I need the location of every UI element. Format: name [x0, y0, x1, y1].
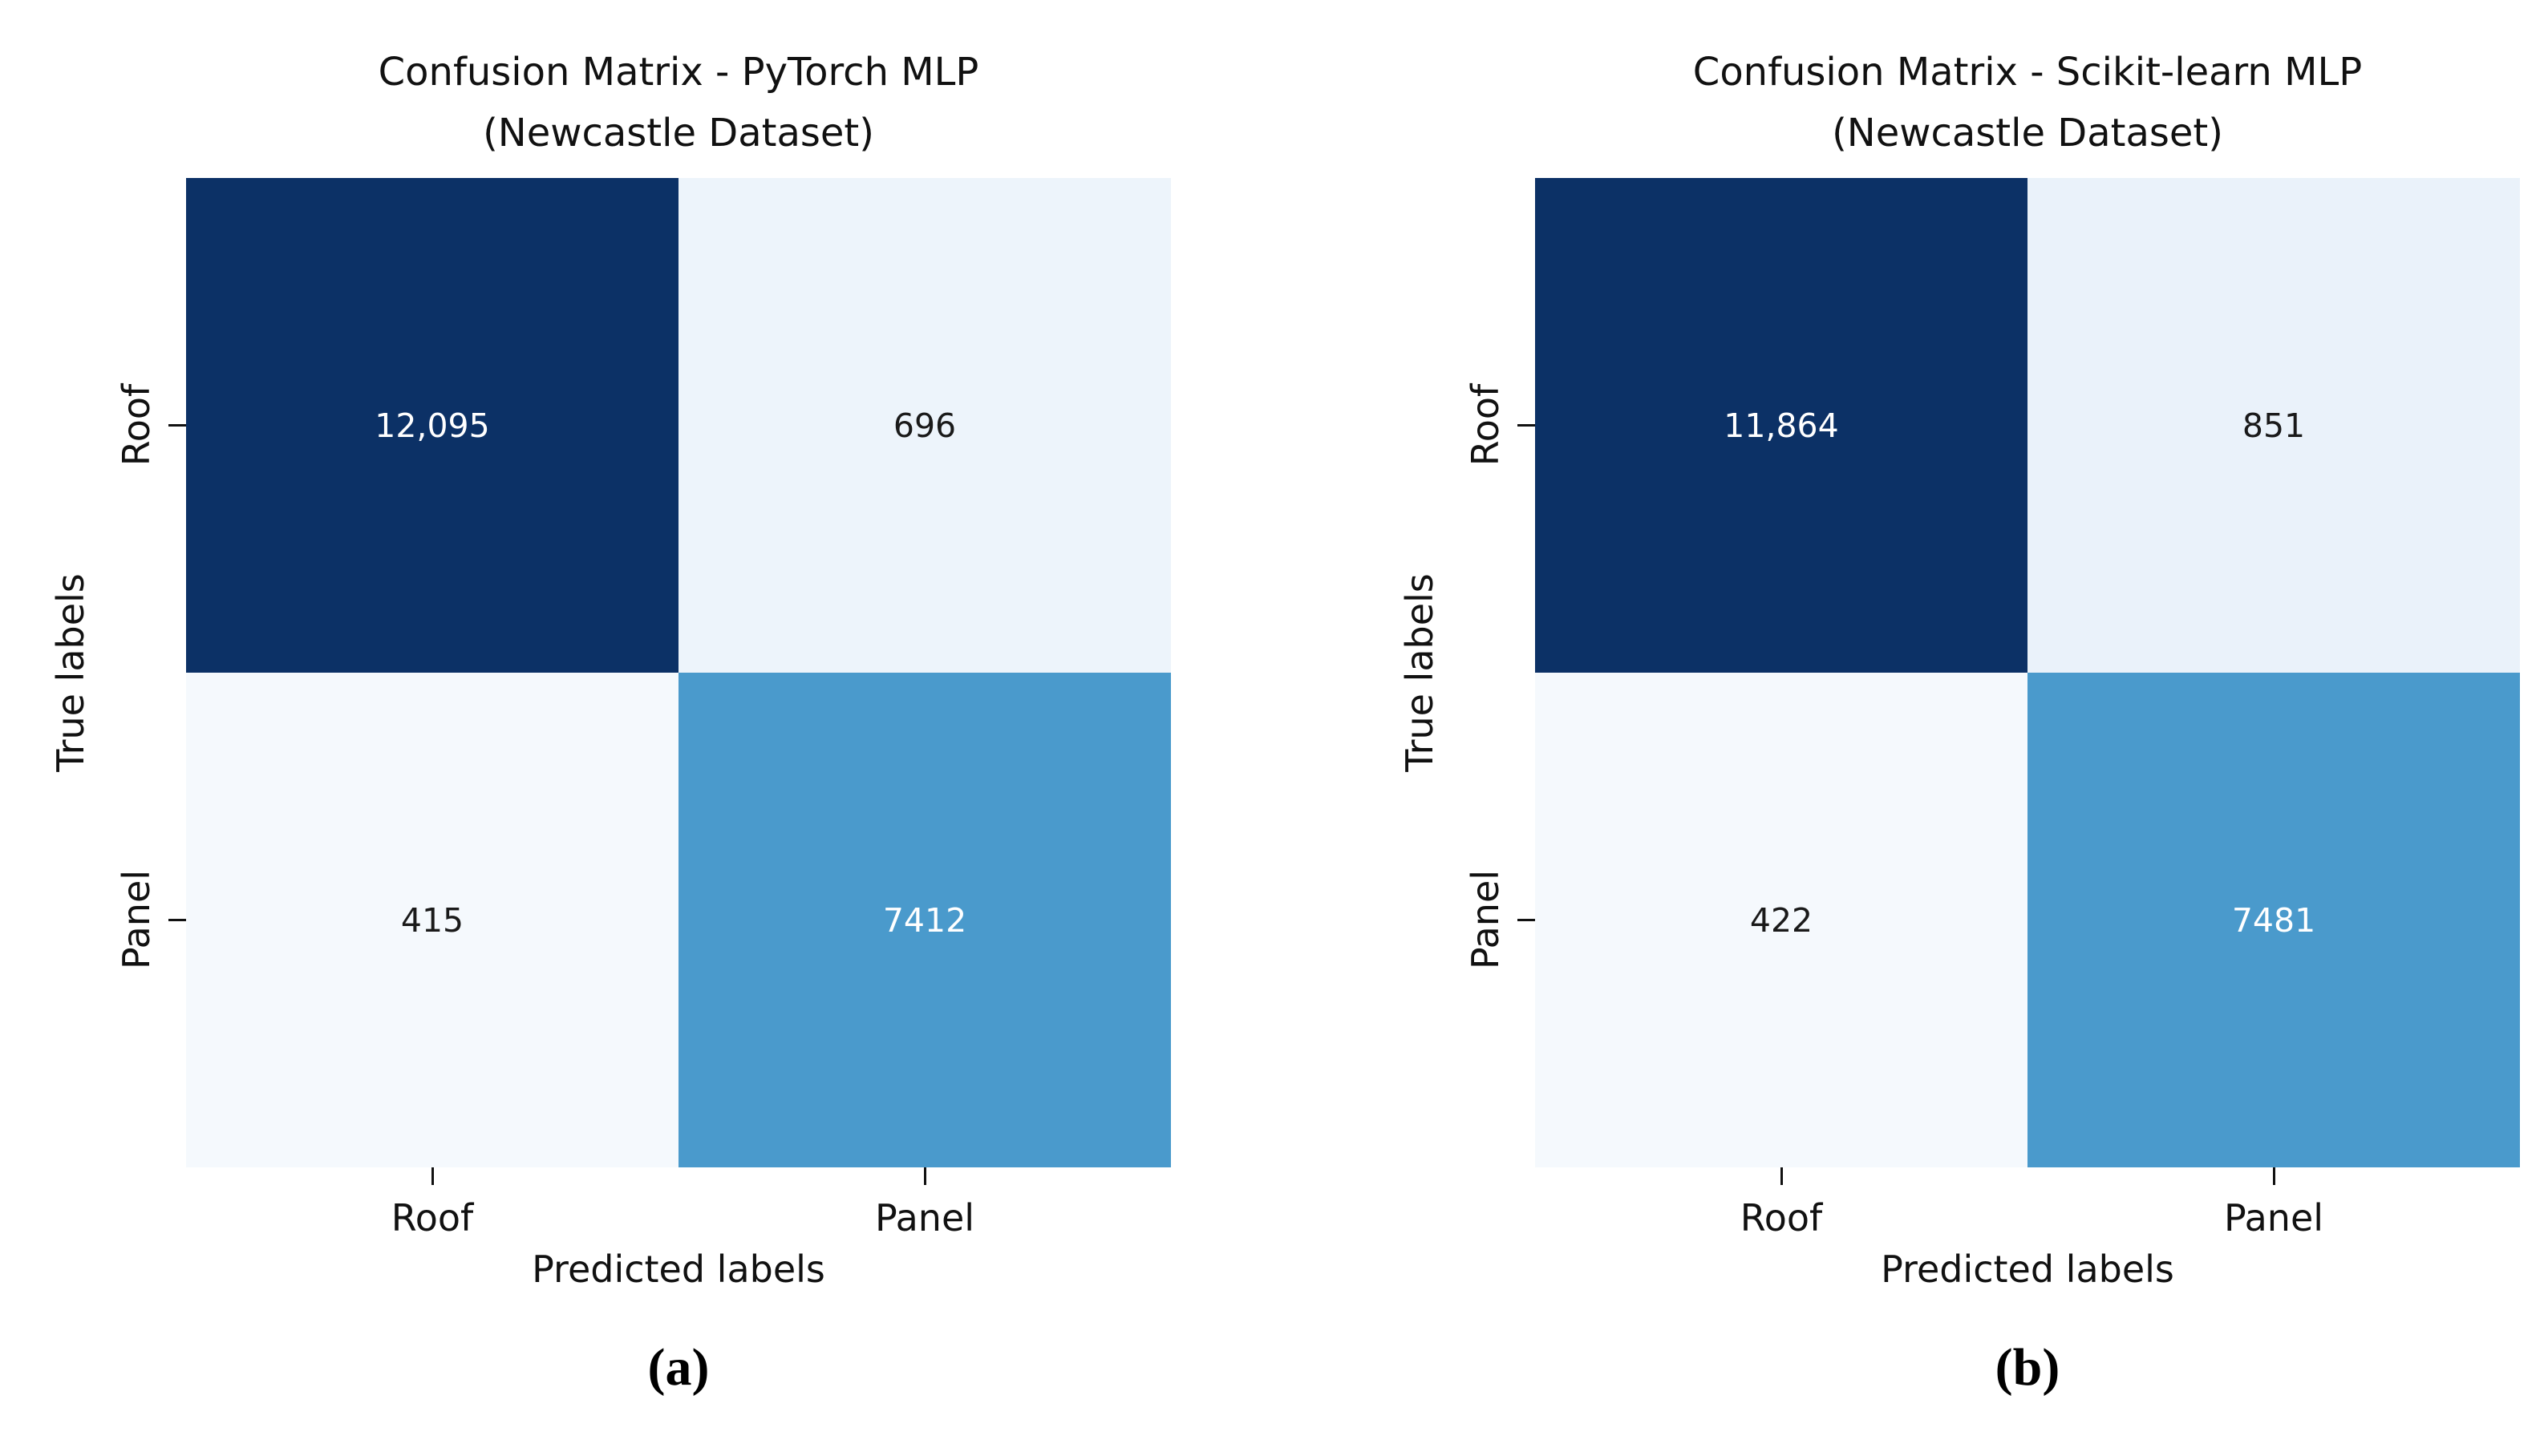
chart-title-line1: Confusion Matrix - PyTorch MLP [378, 50, 979, 95]
subfigure-caption-b: (b) [1995, 1338, 2060, 1397]
heatmap-cell-true-panel-pred-roof: 415 [186, 673, 679, 1167]
y-axis-label: True labels [1398, 573, 1441, 772]
x-tick-mark [924, 1167, 926, 1185]
x-tick-label-panel: Panel [2223, 1196, 2324, 1240]
x-tick-mark [1780, 1167, 1783, 1185]
heatmap-cell-true-roof-pred-roof: 11,864 [1535, 178, 2027, 673]
chart-title: Confusion Matrix - PyTorch MLP (Newcastl… [186, 42, 1171, 164]
heatmap-cell-true-panel-pred-panel: 7412 [679, 673, 1171, 1167]
heatmap-cell-true-roof-pred-panel: 851 [2027, 178, 2520, 673]
heatmap-cell-true-panel-pred-panel: 7481 [2027, 673, 2520, 1167]
x-tick-label-panel: Panel [874, 1196, 975, 1240]
chart-title-line2: (Newcastle Dataset) [1832, 111, 2223, 156]
y-tick-label-panel: Panel [115, 869, 158, 970]
y-tick-label-panel: Panel [1464, 869, 1507, 970]
heatmap-grid: 12,095 696 415 7412 [186, 178, 1171, 1167]
x-tick-mark [431, 1167, 434, 1185]
chart-title: Confusion Matrix - Scikit-learn MLP (New… [1535, 42, 2520, 164]
heatmap-cell-true-roof-pred-roof: 12,095 [186, 178, 679, 673]
subfigure-caption-a: (a) [647, 1338, 710, 1397]
x-axis-label: Predicted labels [532, 1248, 825, 1291]
confusion-matrix-panel-a: Confusion Matrix - PyTorch MLP (Newcastl… [49, 42, 1171, 1397]
y-axis-label: True labels [49, 573, 92, 772]
chart-title-line2: (Newcastle Dataset) [483, 111, 874, 156]
x-axis-label: Predicted labels [1881, 1248, 2174, 1291]
x-tick-label-roof: Roof [391, 1196, 474, 1240]
y-tick-label-roof: Roof [1464, 383, 1507, 467]
heatmap-grid: 11,864 851 422 7481 [1535, 178, 2520, 1167]
x-tick-mark [2273, 1167, 2275, 1185]
y-tick-label-roof: Roof [115, 383, 158, 467]
x-tick-label-roof: Roof [1740, 1196, 1823, 1240]
chart-title-line1: Confusion Matrix - Scikit-learn MLP [1692, 50, 2363, 95]
confusion-matrix-panel-b: Confusion Matrix - Scikit-learn MLP (New… [1349, 0, 2548, 1456]
heatmap-cell-true-panel-pred-roof: 422 [1535, 673, 2027, 1167]
y-tick-mark [168, 424, 186, 427]
y-tick-mark [168, 919, 186, 921]
y-tick-mark [1517, 919, 1535, 921]
heatmap-cell-true-roof-pred-panel: 696 [679, 178, 1171, 673]
y-tick-mark [1517, 424, 1535, 427]
